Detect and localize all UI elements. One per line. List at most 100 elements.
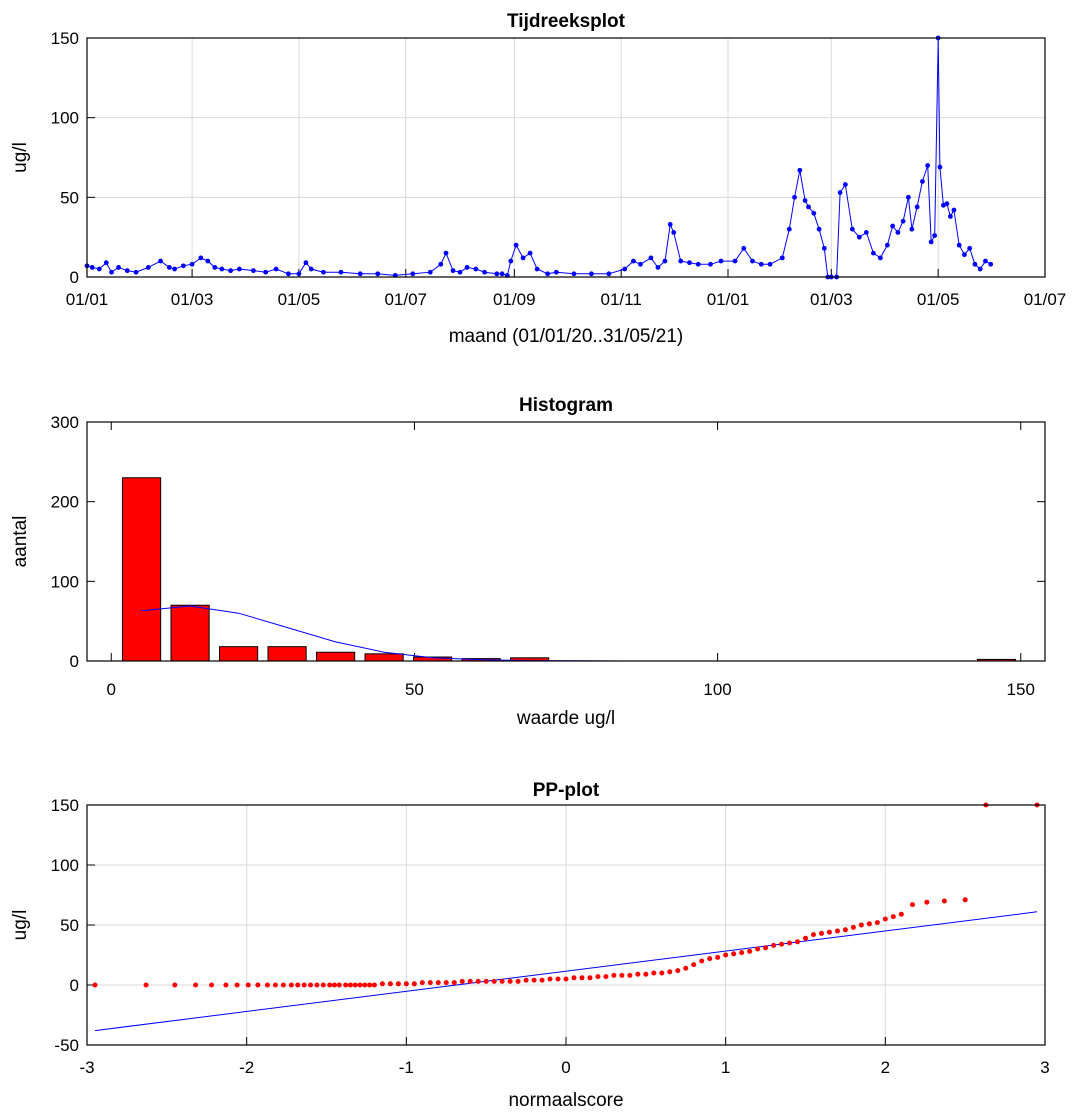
pp-point bbox=[327, 982, 333, 988]
y-tick-label: 0 bbox=[70, 652, 79, 671]
pp-point bbox=[611, 972, 617, 978]
data-point bbox=[900, 218, 906, 224]
pp-point bbox=[523, 977, 529, 983]
pp-point bbox=[467, 978, 473, 984]
histogram-bar bbox=[218, 646, 259, 662]
pp-point bbox=[475, 978, 481, 984]
pp-point bbox=[587, 975, 593, 981]
pp-point bbox=[499, 978, 505, 984]
data-point bbox=[914, 204, 920, 210]
pp-point bbox=[842, 927, 848, 933]
data-point bbox=[909, 226, 915, 232]
data-point bbox=[895, 229, 901, 235]
pp-point bbox=[435, 980, 441, 986]
x-tick-label: 01/05 bbox=[917, 290, 960, 309]
x-tick-label: 150 bbox=[1007, 680, 1035, 699]
x-tick-label: 01/09 bbox=[493, 290, 536, 309]
pp-point bbox=[755, 946, 761, 952]
histogram-panel: 0 50 100 150 0 100 200 300 Histogram waarde ug/l a… bbox=[10, 395, 1046, 729]
y-axis-label: ug/l bbox=[10, 910, 31, 941]
data-point bbox=[920, 179, 925, 184]
pp-point bbox=[771, 942, 777, 948]
data-point bbox=[667, 222, 673, 227]
data-point bbox=[956, 242, 962, 248]
x-tick-label: -1 bbox=[399, 1058, 414, 1077]
pp-point bbox=[234, 982, 240, 988]
pp-point bbox=[691, 962, 697, 968]
pp-point bbox=[295, 982, 301, 988]
pp-point bbox=[459, 978, 465, 984]
data-point bbox=[109, 269, 114, 275]
data-point bbox=[925, 163, 931, 168]
pp-point bbox=[850, 924, 856, 930]
pp-point bbox=[874, 920, 880, 926]
pp-point bbox=[627, 972, 633, 978]
pp-point bbox=[667, 969, 673, 975]
data-point bbox=[732, 258, 738, 264]
data-point bbox=[438, 261, 444, 267]
y-tick-label: 100 bbox=[51, 109, 79, 128]
data-point bbox=[802, 198, 808, 203]
data-point bbox=[890, 223, 896, 229]
x-axis-label: maand (01/01/20..31/05/21) bbox=[449, 326, 684, 347]
x-tick-label: 0 bbox=[561, 1058, 570, 1077]
x-tick-label: 01/05 bbox=[278, 290, 321, 309]
pp-point bbox=[941, 898, 947, 904]
chart-title: Histogram bbox=[519, 395, 613, 416]
y-tick-label: 200 bbox=[51, 493, 79, 512]
chart-title: Tijdreeksplot bbox=[507, 11, 626, 32]
pp-point bbox=[651, 970, 657, 976]
pp-point bbox=[411, 981, 417, 987]
data-point bbox=[410, 271, 416, 277]
pp-point bbox=[571, 975, 577, 981]
pp-point bbox=[143, 982, 149, 988]
pp-point bbox=[818, 930, 824, 936]
data-point bbox=[631, 258, 636, 264]
data-point bbox=[508, 258, 514, 264]
pp-point bbox=[272, 982, 278, 988]
x-tick-label: 50 bbox=[405, 680, 424, 699]
histogram-bar bbox=[267, 646, 307, 662]
data-point bbox=[96, 266, 102, 272]
fit-curve bbox=[141, 605, 627, 662]
data-point bbox=[741, 245, 747, 251]
reference-line bbox=[94, 911, 1038, 1032]
histogram-bar bbox=[364, 653, 404, 662]
pp-point bbox=[635, 971, 641, 977]
x-tick-label: 2 bbox=[881, 1058, 890, 1077]
data-point bbox=[870, 250, 876, 256]
data-point bbox=[678, 258, 684, 264]
pp-point bbox=[443, 980, 449, 986]
pp-point bbox=[343, 982, 349, 988]
pp-point bbox=[595, 974, 601, 980]
histogram-bar bbox=[121, 477, 162, 662]
data-point bbox=[205, 258, 211, 264]
pp-point bbox=[419, 980, 425, 986]
y-tick-label: 0 bbox=[70, 976, 79, 995]
series-line bbox=[86, 37, 991, 278]
data-point bbox=[671, 229, 677, 235]
pp-point bbox=[619, 972, 625, 978]
data-point bbox=[158, 258, 163, 264]
data-point bbox=[527, 250, 533, 256]
pp-point bbox=[92, 982, 98, 988]
data-point bbox=[758, 261, 764, 267]
histogram-bar bbox=[315, 651, 356, 662]
pp-point bbox=[395, 981, 401, 987]
data-point bbox=[944, 201, 950, 207]
pp-point bbox=[803, 935, 808, 941]
data-point bbox=[308, 266, 314, 272]
data-point bbox=[988, 261, 994, 267]
pp-point bbox=[403, 981, 409, 987]
data-point bbox=[296, 271, 302, 277]
x-tick-label: 01/03 bbox=[810, 290, 853, 309]
pp-point bbox=[924, 899, 930, 905]
data-point bbox=[250, 268, 256, 274]
x-tick-label: 01/07 bbox=[1024, 290, 1067, 309]
data-point bbox=[622, 266, 628, 272]
pp-point bbox=[707, 956, 713, 962]
data-point bbox=[718, 258, 724, 264]
data-point bbox=[877, 255, 883, 261]
data-point bbox=[124, 268, 130, 274]
data-point bbox=[816, 226, 822, 232]
